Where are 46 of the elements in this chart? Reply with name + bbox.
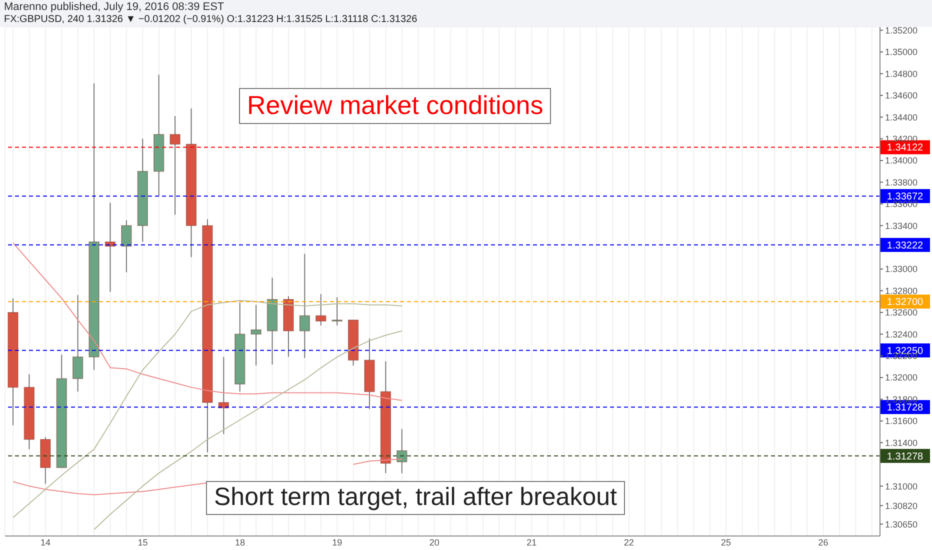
y-tick-label: 1.34800 [885,68,918,79]
y-tick-label: 1.32000 [885,372,918,383]
y-tick-label: 1.34600 [885,90,918,101]
y-tick-label: 1.30820 [885,500,918,511]
x-tick-label: 26 [818,537,828,548]
y-tick-label: 1.35200 [885,25,918,36]
x-tick-label: 22 [624,537,634,548]
y-tick-label: 1.33800 [885,177,918,188]
x-tick-label: 18 [234,537,245,548]
annotation: Short term target, trail after breakout [206,481,625,514]
candlestick [332,296,342,326]
x-tick-label: 19 [332,537,342,548]
y-tick-label: 1.31400 [885,438,918,448]
y-tick-label: 1.32600 [885,308,918,318]
y-tick-label: 1.34400 [885,112,918,122]
y-tick-label: 1.35000 [885,47,918,58]
y-tick-label: 1.34000 [885,156,918,166]
y-tick-label: 1.31000 [885,481,918,492]
ref-line-label: 1.34122 [886,142,924,154]
y-tick-label: 1.33400 [885,220,918,231]
candlestick [72,294,84,392]
text: Marenno published, July 19, 2016 08:39 EST [4,1,224,13]
candlestick [121,220,132,273]
ref-line-label: 1.33222 [886,240,924,252]
y-tick-label: 1.32400 [885,329,918,340]
ref-line-label: 1.32700 [886,297,924,308]
chart-title: FX:GBPUSD, 240 1.31326 ▼ −0.01202 (−0.91%) O:1.31223 H:1.31525 L:1.31118 C:1.31326 [4,14,418,25]
x-tick-label: 15 [138,537,148,548]
y-tick-label: 1.33000 [885,264,918,274]
line-series [12,242,402,401]
x-tick-label: 20 [429,537,440,548]
x-tick-label: 14 [40,537,51,548]
ref-line-label: 1.31278 [886,451,924,462]
candlestick [250,304,262,366]
candlestick [396,428,408,474]
y-tick-label: 1.31600 [885,416,918,426]
candlestick [218,356,230,434]
x-tick-label: 25 [721,537,732,548]
x-tick-label: 21 [526,537,537,548]
ref-line-label: 1.31728 [886,402,924,414]
candlestick [299,253,310,359]
candlestick [316,293,326,326]
y-tick-label: 1.30650 [885,519,918,530]
candlestick [170,115,180,216]
y-tick-label: 1.32800 [885,286,918,296]
annotation: Review market conditions [239,88,552,124]
